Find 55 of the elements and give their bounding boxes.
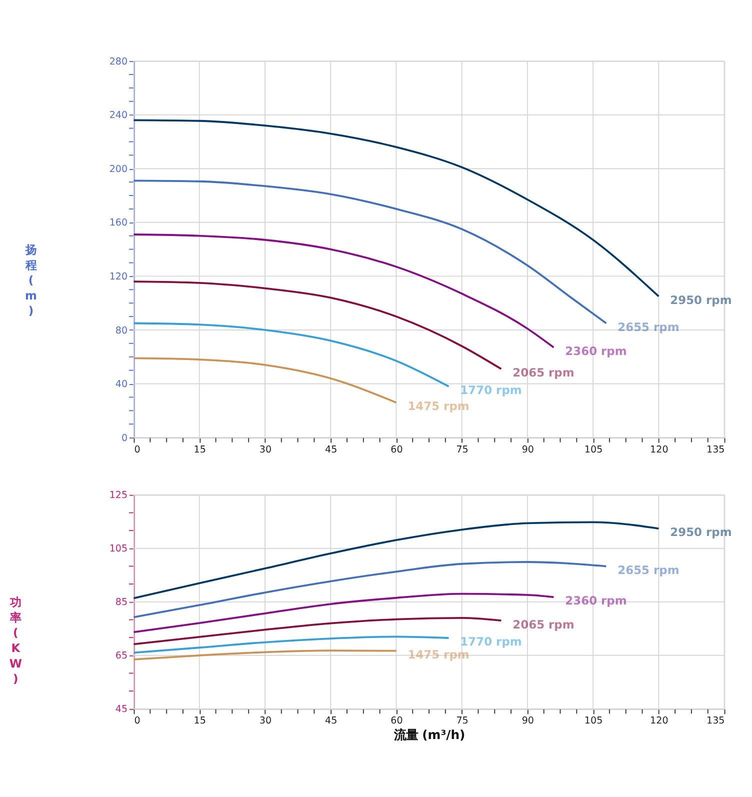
line-series	[132, 280, 502, 370]
series-label: 2655 rpm	[618, 320, 680, 334]
y-tick-label: 280	[109, 56, 128, 68]
x-axis-title: 流量 (m³/h)	[392, 727, 466, 742]
y-tick-label: 0	[121, 432, 128, 444]
y-tick-label: 120	[109, 272, 128, 283]
x-tick-label: 0	[134, 716, 140, 727]
line-series	[132, 119, 660, 298]
line-series	[132, 357, 398, 404]
y-tick-label: 40	[115, 379, 128, 390]
series-label: 2655 rpm	[618, 562, 680, 577]
x-tick-label: 135	[706, 716, 725, 727]
y-tick-label: 160	[109, 218, 128, 229]
y-tick-label: 200	[109, 164, 128, 175]
x-tick-label: 120	[650, 716, 668, 727]
x-tick-label: 135	[706, 444, 725, 456]
series-label: 1475 rpm	[408, 647, 470, 662]
y-tick-label: 45	[115, 704, 128, 716]
x-tick-label: 105	[584, 716, 603, 727]
x-tick-label: 60	[390, 444, 403, 456]
series-label: 2360 rpm	[565, 594, 627, 608]
x-tick-label: 15	[194, 716, 206, 727]
x-tick-label: 75	[456, 444, 468, 456]
series-label: 2065 rpm	[512, 617, 574, 632]
series-label: 1475 rpm	[408, 399, 470, 414]
x-tick-label: 45	[325, 444, 338, 456]
y-tick-label: 65	[115, 650, 128, 662]
series-label: 2065 rpm	[512, 366, 574, 380]
line-series	[132, 180, 608, 324]
series-label: 1770 rpm	[460, 634, 522, 649]
x-tick-label: 90	[522, 716, 534, 727]
x-tick-label: 105	[584, 444, 603, 456]
x-tick-label: 30	[259, 716, 272, 727]
x-tick-label: 45	[325, 716, 338, 727]
x-tick-label: 0	[134, 444, 140, 456]
series-label: 1770 rpm	[460, 383, 522, 398]
y-axis-title: 功率(KW)	[9, 595, 22, 686]
y-tick-label: 240	[109, 110, 128, 122]
series-label: 2360 rpm	[565, 344, 627, 358]
series-label: 2950 rpm	[670, 292, 732, 307]
y-tick-label: 80	[115, 325, 128, 336]
x-tick-label: 15	[194, 444, 206, 456]
x-tick-label: 120	[650, 444, 668, 456]
x-tick-label: 60	[390, 716, 403, 727]
y-tick-label: 85	[115, 597, 128, 608]
y-axis-title: 扬程(m)	[24, 242, 38, 318]
line-series	[132, 234, 555, 348]
series-label: 2950 rpm	[670, 525, 732, 540]
x-tick-label: 90	[522, 444, 534, 456]
line-series	[132, 322, 450, 388]
y-tick-label: 105	[109, 544, 128, 555]
line-series	[132, 650, 398, 660]
x-tick-label: 30	[259, 444, 272, 456]
x-tick-label: 75	[456, 716, 468, 727]
y-tick-label: 125	[109, 490, 128, 502]
